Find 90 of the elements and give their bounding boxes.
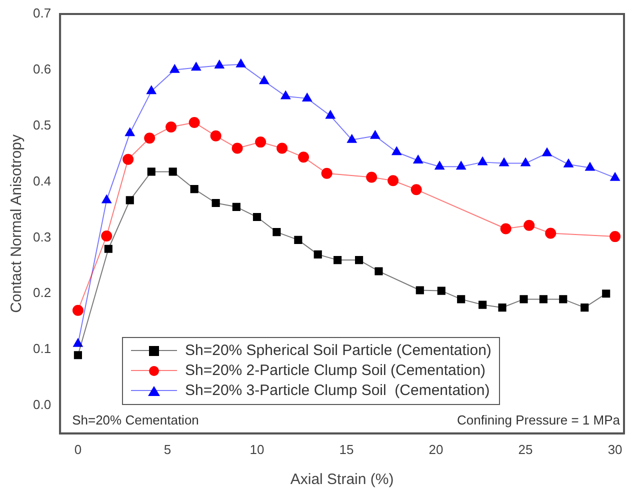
point — [580, 304, 589, 312]
y-tick-label: 0.2 — [32, 285, 52, 300]
x-tick-label: 25 — [518, 442, 533, 457]
point — [191, 62, 201, 71]
annotation: Sh=20% Cementation — [72, 412, 199, 428]
point — [126, 196, 134, 204]
y-axis-title: Contact Normal Anisotropy — [8, 134, 26, 313]
point — [147, 168, 156, 176]
point — [298, 152, 310, 163]
point — [374, 267, 383, 276]
point — [610, 172, 620, 181]
point — [366, 172, 378, 183]
point — [355, 256, 364, 264]
point — [388, 175, 399, 186]
point — [437, 286, 446, 295]
point — [122, 154, 134, 165]
y-tick-label: 0.7 — [32, 6, 52, 21]
point — [457, 295, 466, 304]
x-tick-label: 0 — [74, 442, 82, 457]
x-tick-label: 15 — [339, 442, 354, 457]
point — [610, 231, 621, 242]
point — [334, 256, 342, 264]
point — [190, 184, 198, 194]
point — [166, 121, 177, 132]
point — [232, 202, 240, 211]
point — [520, 158, 530, 166]
x-axis-title: Axial Strain (%) — [290, 471, 394, 488]
point — [280, 90, 290, 100]
point — [236, 58, 246, 68]
x-tick-label: 20 — [428, 442, 444, 457]
y-tick-label: 0.4 — [32, 173, 52, 188]
point — [170, 64, 180, 73]
point — [413, 155, 423, 164]
point — [410, 184, 422, 196]
legend-label: Sh=20% 2-Particle Clump Soil (Cementation) — [185, 361, 486, 381]
point — [564, 158, 574, 168]
legend-label: Sh=20% 3-Particle Clump Soil (Cementation) — [185, 381, 490, 401]
point — [102, 194, 112, 204]
point — [498, 304, 506, 312]
y-tick-label: 0.1 — [32, 341, 52, 356]
y-tick-label: 0.6 — [32, 62, 52, 76]
point — [602, 290, 610, 298]
x-tick-label: 10 — [250, 442, 264, 457]
point — [72, 304, 84, 316]
point — [232, 142, 243, 154]
point — [559, 295, 568, 304]
y-tick-label: 0.3 — [32, 229, 52, 244]
point — [252, 212, 262, 222]
point — [101, 230, 112, 242]
point — [545, 228, 556, 239]
point — [214, 60, 224, 68]
x-tick-label: 5 — [164, 442, 172, 457]
point — [456, 161, 466, 170]
y-tick-label: 0.0 — [32, 397, 52, 412]
point — [478, 156, 488, 166]
point — [539, 295, 548, 304]
point — [125, 128, 135, 136]
point — [74, 351, 82, 360]
point — [255, 136, 266, 148]
point — [259, 76, 269, 84]
point — [478, 300, 487, 309]
point — [168, 168, 177, 176]
point — [321, 168, 332, 179]
point — [585, 162, 595, 171]
legend-label: Sh=20% Spherical Soil Particle (Cementation) — [185, 341, 492, 361]
point — [542, 148, 552, 156]
point — [500, 223, 512, 234]
point — [272, 228, 281, 236]
point — [210, 130, 222, 142]
point — [188, 116, 200, 128]
point — [524, 220, 535, 231]
point — [294, 236, 302, 244]
point — [326, 110, 336, 119]
point — [499, 158, 509, 166]
x-tick-label: 30 — [608, 442, 622, 457]
annotation: Confining Pressure = 1 MPa — [457, 412, 621, 428]
point — [520, 295, 528, 304]
point — [347, 134, 357, 143]
point — [314, 250, 322, 258]
point — [302, 92, 312, 102]
point — [392, 146, 402, 156]
point — [104, 244, 112, 253]
point — [276, 142, 288, 154]
point — [416, 286, 424, 294]
point — [434, 161, 444, 170]
point — [370, 130, 380, 139]
point — [144, 132, 156, 144]
y-tick-label: 0.5 — [32, 117, 52, 132]
point — [212, 198, 220, 208]
point — [146, 86, 156, 94]
